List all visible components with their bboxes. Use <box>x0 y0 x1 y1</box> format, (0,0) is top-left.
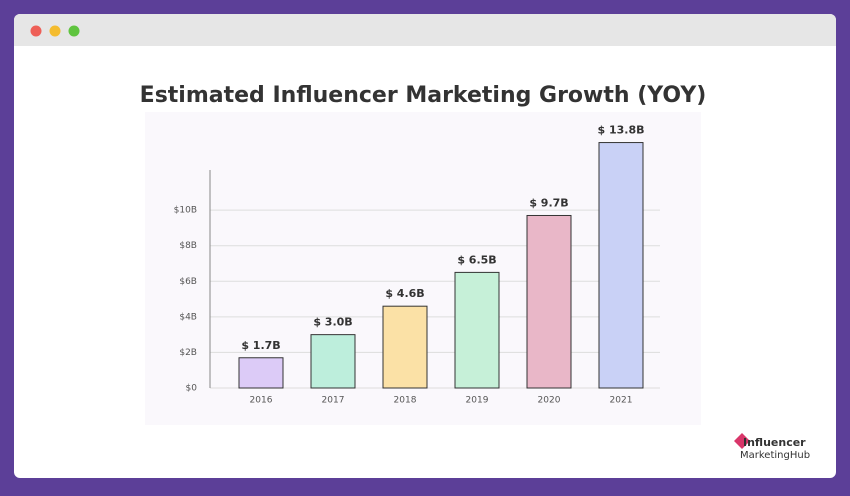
chart-title: Estimated Influencer Marketing Growth (Y… <box>140 83 707 108</box>
x-tick-label: 2018 <box>394 396 417 406</box>
y-tick-label: $4B <box>179 312 197 322</box>
bar <box>526 214 572 389</box>
value-label: $ 6.5B <box>457 253 496 266</box>
minimize-button[interactable] <box>49 25 61 37</box>
x-tick-label: 2017 <box>322 396 345 406</box>
value-label: $ 3.0B <box>313 316 352 329</box>
x-tick-label: 2021 <box>610 396 633 406</box>
y-tick-label: $8B <box>179 241 197 251</box>
x-tick-label: 2019 <box>466 396 489 406</box>
y-tick-label: $6B <box>179 277 197 287</box>
bar <box>310 334 356 389</box>
value-label: $ 13.8B <box>597 124 644 137</box>
bar <box>382 305 428 389</box>
maximize-button[interactable] <box>68 25 80 37</box>
value-label: $ 1.7B <box>241 339 280 352</box>
value-label: $ 4.6B <box>385 287 424 300</box>
logo-text: MarketingHub <box>740 450 810 461</box>
browser-bar <box>14 14 836 46</box>
y-tick-label: $10B <box>174 206 197 216</box>
bar <box>598 142 644 389</box>
y-tick-label: $2B <box>179 348 197 358</box>
x-tick-label: 2016 <box>250 396 273 406</box>
plot: $0 $2B $4B $6B $8B $10B 2016 $ 1.7B 2017 $ 3.0B 20… <box>174 124 660 406</box>
x-tick-label: 2020 <box>538 396 561 406</box>
value-label: $ 9.7B <box>529 196 568 209</box>
y-tick-label: $0 <box>186 384 198 394</box>
close-button[interactable] <box>30 25 42 37</box>
bar <box>454 271 500 389</box>
logo-icon <box>734 433 750 449</box>
logo-text: Influencer <box>743 436 806 449</box>
bar <box>238 357 284 389</box>
